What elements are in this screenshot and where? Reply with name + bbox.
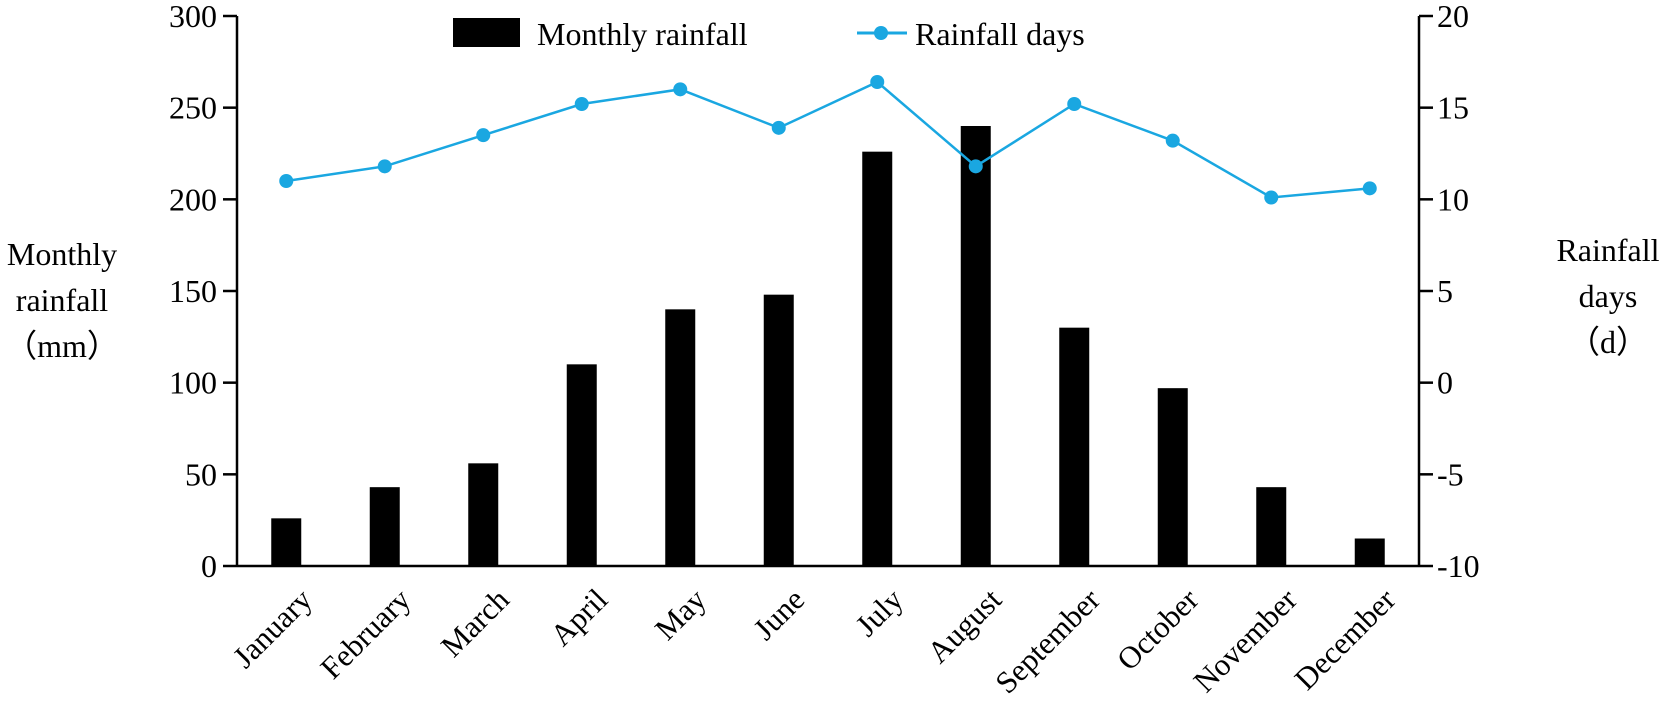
x-label-june: June [746,582,811,647]
point-may [673,82,688,97]
left-tick-label: 200 [169,181,217,217]
bar-august [960,126,991,566]
right-axis-title-line-1: Rainfall [1556,232,1659,268]
x-label-october: October [1110,581,1206,677]
point-april [574,97,589,111]
left-axis-title-line-3: （mm） [5,328,119,364]
right-tick-label: 20 [1437,0,1469,34]
point-september [1067,97,1082,111]
left-tick-label: 300 [169,0,217,34]
left-axis-title-line-1: Monthly [7,236,117,272]
x-label-february: February [313,581,417,685]
left-axis-title-line-2: rainfall [16,282,109,318]
right-tick-label: 0 [1437,365,1453,401]
legend: Monthly rainfall Rainfall days [453,16,1085,52]
rainfall-days-line [286,80,1370,199]
bar-december [1354,538,1385,566]
bar-may [665,309,696,566]
left-axis-title: Monthly rainfall （mm） [5,236,119,364]
right-axis-title: Rainfall days （d） [1556,232,1659,360]
point-june [771,120,786,135]
bar-march [468,463,499,566]
point-january [279,174,294,188]
bar-april [566,364,597,566]
x-label-april: April [543,582,614,653]
right-tick-label: 15 [1437,90,1469,126]
right-axis-title-line-3: （d） [1568,324,1648,360]
line-series-rainfall-days [279,75,1377,205]
point-october [1165,133,1180,148]
right-tick-label: -5 [1437,456,1464,492]
bar-july [862,151,893,566]
left-tick-label: 150 [169,273,217,309]
bar-series-monthly-rainfall [271,126,1385,566]
legend-label-monthly-rainfall: Monthly rainfall [537,16,748,52]
axes [235,16,1421,568]
point-november [1264,190,1279,205]
left-tick-label: 250 [169,90,217,126]
point-august [968,159,983,174]
right-tick-label: 5 [1437,273,1453,309]
x-label-november: November [1186,581,1304,699]
right-tick-label: 10 [1437,181,1469,217]
x-label-december: December [1287,581,1402,696]
x-label-august: August [920,581,1008,669]
legend-swatch-monthly-rainfall [453,18,520,47]
left-tick-label: 100 [169,365,217,401]
point-march [476,128,491,143]
x-label-september: September [988,581,1107,700]
left-tick-label: 0 [201,548,217,584]
x-label-july: July [848,581,910,643]
legend-label-rainfall-days: Rainfall days [915,16,1085,52]
right-axis-title-line-2: days [1579,278,1638,314]
point-february [377,159,392,174]
x-label-january: January [226,581,319,674]
bar-january [271,518,302,566]
right-tick-label: -10 [1437,548,1480,584]
bar-september [1059,327,1090,566]
point-december [1362,181,1377,196]
x-label-march: March [434,581,516,663]
legend-marker-rainfall-days [874,26,888,40]
bar-october [1157,388,1188,566]
bar-february [369,487,400,566]
left-axis-ticks: 0 50 100 150 200 250 300 [169,0,237,584]
point-july [870,75,885,89]
right-axis-ticks: -10 -5 0 5 10 15 20 [1419,0,1480,584]
bar-june [763,294,794,566]
x-label-may: May [648,581,713,646]
left-tick-label: 50 [185,456,217,492]
bar-november [1256,487,1287,566]
